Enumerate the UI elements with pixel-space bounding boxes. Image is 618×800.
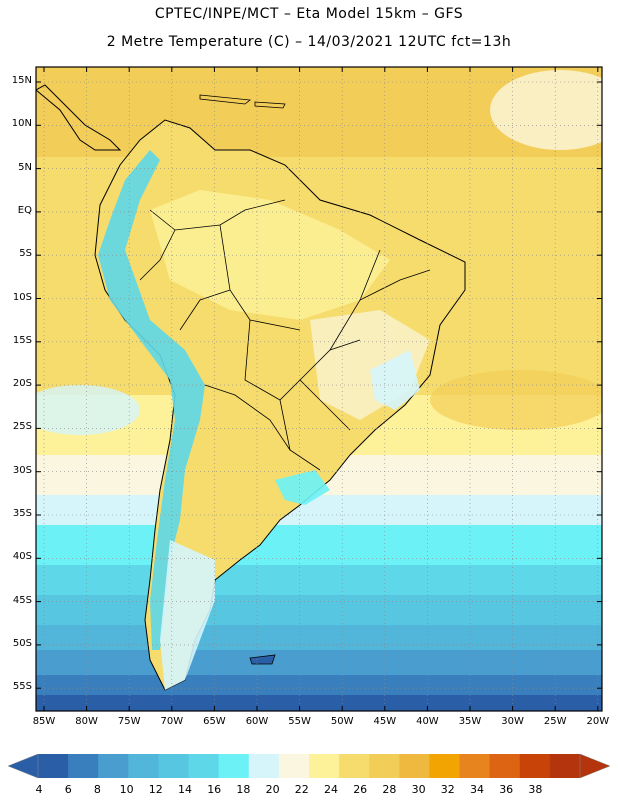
warm-area-south-atlantic: [430, 370, 602, 430]
lon-label-30W: 30W: [501, 716, 524, 727]
lat-label-40S: 40S: [12, 551, 32, 563]
colorbar-cell: [399, 754, 430, 778]
lon-label-40W: 40W: [416, 716, 439, 727]
lat-label-50S: 50S: [12, 637, 32, 649]
colorbar-right-arrow: [579, 753, 611, 779]
lat-label-5N: 5N: [18, 161, 32, 173]
warm-area-east-atlantic: [490, 70, 602, 150]
lon-label-50W: 50W: [330, 716, 354, 727]
colorbar-cell: [489, 754, 521, 778]
map-title-line-2: 2 Metre Temperature (C) – 14/03/2021 12U…: [106, 34, 512, 50]
colorbar-left-arrow: [7, 753, 39, 779]
colorbar-tick-label: 8: [93, 783, 101, 796]
cool-area-east-pacific: [36, 385, 140, 435]
colorbar-tick-label: 20: [265, 783, 280, 796]
southeast-brazil-cool: [370, 350, 420, 410]
colorbar-tick-label: 36: [499, 783, 514, 796]
lon-label-60W: 60W: [245, 716, 269, 727]
colorbar-cell: [519, 754, 551, 778]
lat-label-EQ: EQ: [17, 204, 32, 216]
temp-band-14: [36, 565, 602, 595]
colorbar-tick-label: 26: [353, 783, 368, 796]
lon-label-25W: 25W: [543, 716, 567, 727]
colorbar-tick-label: 28: [382, 783, 397, 796]
map-title-line-1: CPTEC/INPE/MCT – Eta Model 15km – GFS: [154, 6, 464, 22]
colorbar-cell: [459, 754, 491, 778]
colorbar-cell: [38, 754, 69, 778]
caribbean-island-2: [254, 101, 286, 109]
lat-label-10S: 10S: [12, 291, 32, 303]
colorbar-cell: [218, 754, 250, 778]
lon-label-45W: 45W: [373, 716, 397, 727]
colorbar-cell: [248, 754, 280, 778]
lat-label-15S: 15S: [12, 334, 32, 346]
caribbean-island-1: [199, 94, 252, 105]
lat-label-25S: 25S: [12, 421, 32, 433]
temp-band-10: [36, 625, 602, 650]
colorbar-tick-label: 4: [35, 783, 43, 796]
colorbar-tick-label: 6: [64, 783, 72, 796]
lat-label-35S: 35S: [12, 508, 32, 519]
colorbar-tick-label: 34: [470, 783, 484, 796]
colorbar-tick-label: 32: [440, 783, 455, 796]
colorbar-cell: [549, 754, 581, 778]
central-america-land: [36, 84, 122, 151]
lon-label-75W: 75W: [117, 716, 141, 727]
temp-band-16: [36, 525, 602, 565]
colorbar-tick-label: 14: [178, 783, 192, 796]
country-borders: [139, 199, 431, 471]
colorbar-cell: [158, 754, 190, 778]
colorbar-cell: [188, 754, 220, 778]
colorbar-tick-label: 38: [528, 783, 543, 796]
colorbar-tick-label: 30: [411, 783, 426, 796]
lat-label-5S: 5S: [19, 248, 32, 260]
lon-label-65W: 65W: [203, 716, 226, 727]
uruguay-cool: [275, 470, 330, 505]
lon-label-35W: 35W: [458, 716, 482, 727]
colorbar-cell: [128, 754, 159, 778]
colorbar-cell: [429, 754, 461, 778]
lon-label-80W: 80W: [75, 716, 98, 727]
colorbar-cell: [98, 754, 129, 778]
lon-label-20W: 20W: [586, 716, 610, 727]
temp-band-4: [36, 695, 602, 711]
lat-label-10N: 10N: [11, 118, 32, 130]
lon-label-55W: 55W: [288, 716, 311, 727]
lat-label-20S: 20S: [12, 378, 32, 390]
colorbar-cell: [309, 754, 340, 778]
colorbar-cell: [278, 754, 310, 778]
amazon-basin-field: [150, 190, 390, 320]
temp-band-12: [36, 595, 602, 625]
colorbar-tick-label: 16: [207, 783, 222, 796]
colorbar-cell: [68, 754, 99, 778]
temp-band-8: [36, 650, 602, 675]
colorbar-cell: [339, 754, 370, 778]
andes-cold-ridge: [98, 150, 205, 650]
colorbar-cell: [369, 754, 400, 778]
falkland-islands: [249, 654, 276, 665]
lat-label-45S: 45S: [12, 594, 32, 606]
map-graticule: [36, 67, 602, 711]
axis-ticks: [36, 67, 602, 711]
lat-label-30S: 30S: [12, 464, 32, 476]
colorbar-tick-label: 12: [148, 783, 163, 796]
lon-label-70W: 70W: [160, 716, 184, 727]
colorbar-tick-label: 22: [294, 783, 309, 796]
patagonia-cool-field: [160, 540, 215, 690]
colorbar-tick-label: 10: [119, 783, 134, 796]
colorbar-tick-label: 24: [324, 783, 338, 796]
lon-label-85W: 85W: [32, 716, 56, 727]
colorbar-tick-label: 18: [236, 783, 251, 796]
lat-label-15N: 15N: [11, 75, 32, 86]
temp-band-18: [36, 495, 602, 525]
map-border: [35, 66, 603, 712]
lat-label-55S: 55S: [12, 681, 32, 693]
